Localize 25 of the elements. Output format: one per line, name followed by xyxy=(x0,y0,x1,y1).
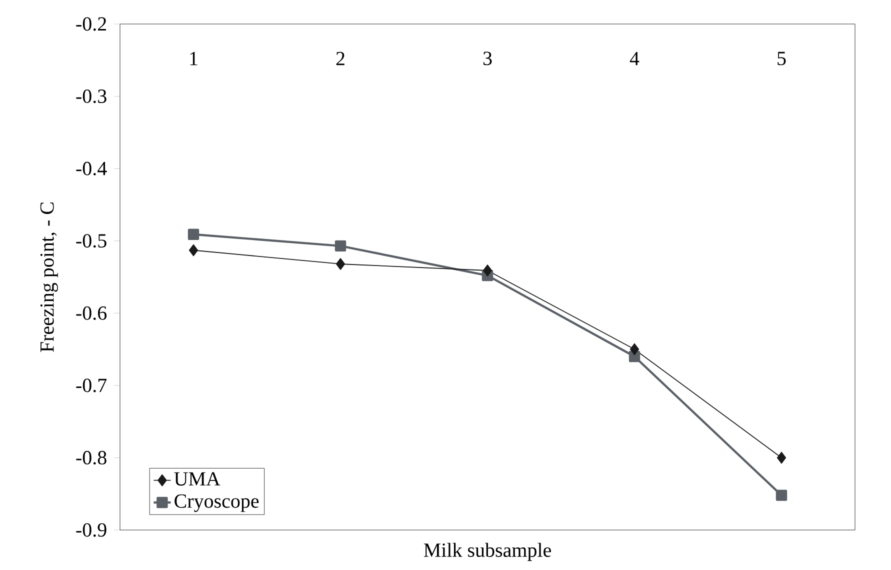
point xyxy=(188,228,200,240)
y-tick-label: -0.7 xyxy=(76,378,107,392)
y-tick-label: -0.2 xyxy=(76,17,106,31)
point xyxy=(776,452,786,464)
x-tick-label: 1 xyxy=(190,52,198,66)
y-tick-label: -0.5 xyxy=(76,234,106,248)
point xyxy=(188,244,198,256)
legend-label: Cryoscope xyxy=(174,494,259,512)
point xyxy=(336,258,346,270)
legend-label: UMA xyxy=(174,472,220,486)
x-tick-label: 4 xyxy=(630,52,640,66)
x-tick-label: 3 xyxy=(483,52,492,66)
point xyxy=(776,490,788,501)
point xyxy=(630,343,640,356)
y-axis-title: Freezing point, - C xyxy=(40,202,58,352)
y-tick-label: -0.6 xyxy=(76,306,107,320)
y-tick-label: -0.9 xyxy=(76,523,106,537)
y-tick-label: -0.4 xyxy=(76,162,107,176)
x-tick-label: 2 xyxy=(336,52,344,66)
y-tick-label: -0.8 xyxy=(76,450,106,465)
point xyxy=(482,264,492,276)
y-tick-label: -0.3 xyxy=(76,90,106,104)
point xyxy=(334,240,346,252)
x-tick-label: 5 xyxy=(778,52,786,66)
x-axis-title: Milk subsample xyxy=(424,542,551,562)
